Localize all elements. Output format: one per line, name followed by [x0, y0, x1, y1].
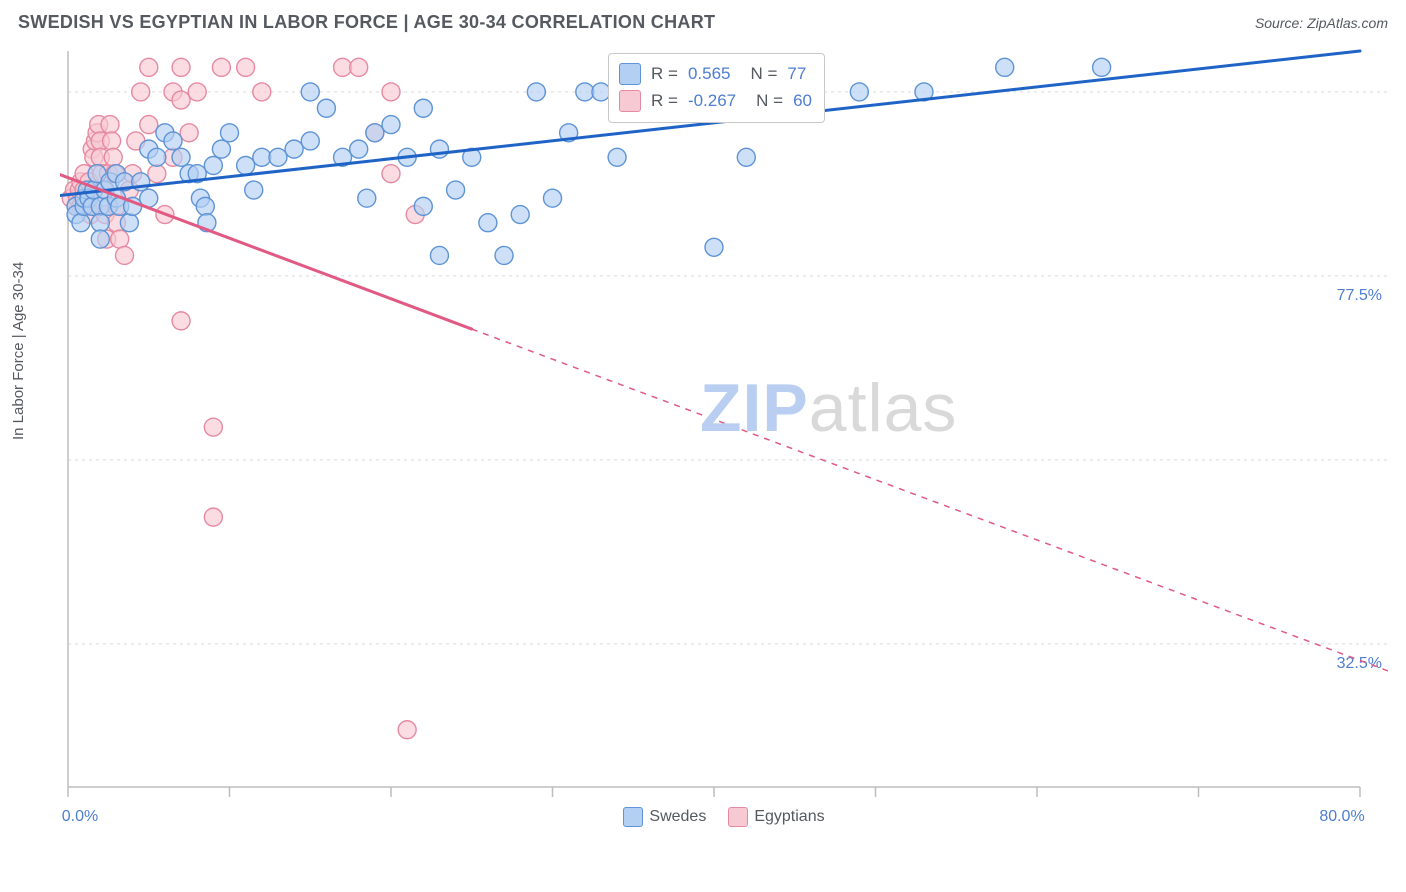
data-point: [382, 116, 400, 134]
data-point: [103, 132, 121, 150]
data-point: [737, 148, 755, 166]
data-point: [172, 312, 190, 330]
data-point: [358, 189, 376, 207]
data-point: [116, 246, 134, 264]
data-point: [301, 83, 319, 101]
footer-legend: Swedes Egyptians: [60, 807, 1388, 827]
data-point: [366, 124, 384, 142]
data-point: [850, 83, 868, 101]
data-point: [527, 83, 545, 101]
stat-n-label: N =: [750, 60, 777, 87]
data-point: [140, 58, 158, 76]
data-point: [608, 148, 626, 166]
data-point: [91, 214, 109, 232]
data-point: [382, 83, 400, 101]
data-point: [317, 99, 335, 117]
data-point: [334, 58, 352, 76]
data-point: [148, 165, 166, 183]
legend-label: Egyptians: [754, 808, 824, 825]
stat-r-value: -0.267: [688, 87, 736, 114]
data-point: [101, 116, 119, 134]
stats-legend: R =0.565N =77R =-0.267N =60: [608, 53, 825, 123]
legend-item: Egyptians: [728, 807, 824, 827]
data-point: [705, 238, 723, 256]
data-point: [285, 140, 303, 158]
chart-title: SWEDISH VS EGYPTIAN IN LABOR FORCE | AGE…: [18, 12, 715, 33]
trend-line-extrapolated: [472, 329, 1388, 672]
source-label: Source: ZipAtlas.com: [1255, 15, 1388, 31]
data-point: [132, 83, 150, 101]
data-point: [350, 58, 368, 76]
data-point: [164, 132, 182, 150]
data-point: [301, 132, 319, 150]
data-point: [382, 165, 400, 183]
data-point: [350, 140, 368, 158]
data-point: [511, 206, 529, 224]
data-point: [245, 181, 263, 199]
stat-row: R = 0.565 N = 77: [619, 60, 812, 87]
stat-r-value: 0.565: [688, 60, 731, 87]
data-point: [172, 91, 190, 109]
stat-n-value: 60: [793, 87, 812, 114]
data-point: [196, 197, 214, 215]
plot-area: 32.5%77.5%0.0%80.0% ZIPatlas R =0.565N =…: [60, 39, 1388, 829]
data-point: [91, 230, 109, 248]
legend-item: Swedes: [623, 807, 706, 827]
data-point: [430, 246, 448, 264]
legend-swatch: [623, 807, 643, 827]
y-tick-label: 32.5%: [1337, 655, 1382, 672]
stat-row: R = -0.267 N = 60: [619, 87, 812, 114]
data-point: [576, 83, 594, 101]
data-point: [544, 189, 562, 207]
y-axis-label: In Labor Force | Age 30-34: [10, 262, 27, 440]
data-point: [120, 214, 138, 232]
data-point: [221, 124, 239, 142]
data-point: [72, 214, 90, 232]
legend-swatch: [619, 90, 641, 112]
data-point: [212, 58, 230, 76]
y-tick-label: 77.5%: [1337, 287, 1382, 304]
legend-swatch: [728, 807, 748, 827]
data-point: [104, 148, 122, 166]
legend-swatch: [619, 63, 641, 85]
stat-r-label: R =: [651, 87, 678, 114]
stat-n-value: 77: [787, 60, 806, 87]
data-point: [414, 197, 432, 215]
data-point: [237, 156, 255, 174]
data-point: [269, 148, 287, 166]
stat-r-label: R =: [651, 60, 678, 87]
stat-n-label: N =: [756, 87, 783, 114]
legend-label: Swedes: [649, 808, 706, 825]
data-point: [188, 83, 206, 101]
data-point: [495, 246, 513, 264]
data-point: [204, 508, 222, 526]
data-point: [111, 230, 129, 248]
data-point: [414, 99, 432, 117]
data-point: [398, 721, 416, 739]
scatter-chart: 32.5%77.5%0.0%80.0%: [60, 39, 1388, 829]
data-point: [253, 148, 271, 166]
data-point: [479, 214, 497, 232]
data-point: [204, 156, 222, 174]
data-point: [204, 418, 222, 436]
data-point: [180, 124, 198, 142]
data-point: [172, 58, 190, 76]
data-point: [996, 58, 1014, 76]
data-point: [148, 148, 166, 166]
data-point: [172, 148, 190, 166]
data-point: [140, 116, 158, 134]
data-point: [237, 58, 255, 76]
data-point: [447, 181, 465, 199]
data-point: [212, 140, 230, 158]
data-point: [1093, 58, 1111, 76]
data-point: [253, 83, 271, 101]
header: SWEDISH VS EGYPTIAN IN LABOR FORCE | AGE…: [0, 0, 1406, 39]
